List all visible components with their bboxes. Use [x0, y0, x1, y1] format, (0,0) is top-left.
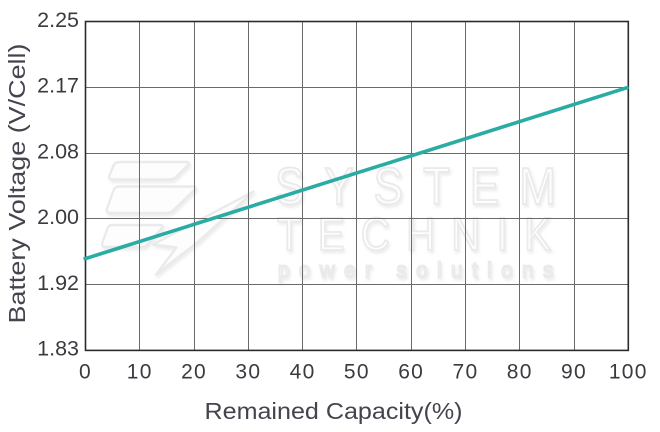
svg-text:TECHNIK: TECHNIK [277, 209, 567, 260]
svg-text:Battery Voltage (V/Cell): Battery Voltage (V/Cell) [4, 44, 30, 324]
svg-text:90: 90 [561, 361, 587, 384]
svg-text:100: 100 [609, 361, 648, 384]
svg-text:1.83: 1.83 [37, 337, 79, 361]
svg-text:80: 80 [507, 361, 533, 384]
svg-text:10: 10 [127, 361, 153, 384]
svg-text:1.92: 1.92 [37, 271, 79, 295]
svg-text:0: 0 [79, 361, 92, 384]
svg-text:2.08: 2.08 [37, 139, 79, 163]
svg-text:30: 30 [235, 361, 261, 384]
svg-text:20: 20 [181, 361, 207, 384]
svg-text:2.25: 2.25 [37, 8, 79, 32]
svg-text:60: 60 [398, 361, 424, 384]
svg-text:2.17: 2.17 [37, 74, 79, 98]
svg-text:50: 50 [344, 361, 370, 384]
svg-text:2.00: 2.00 [37, 205, 79, 229]
svg-text:Remained Capacity(%): Remained Capacity(%) [205, 398, 463, 424]
svg-text:SYSTEM: SYSTEM [275, 158, 576, 216]
svg-text:40: 40 [290, 361, 316, 384]
svg-text:70: 70 [452, 361, 478, 384]
svg-text:power solutions: power solutions [278, 258, 563, 283]
